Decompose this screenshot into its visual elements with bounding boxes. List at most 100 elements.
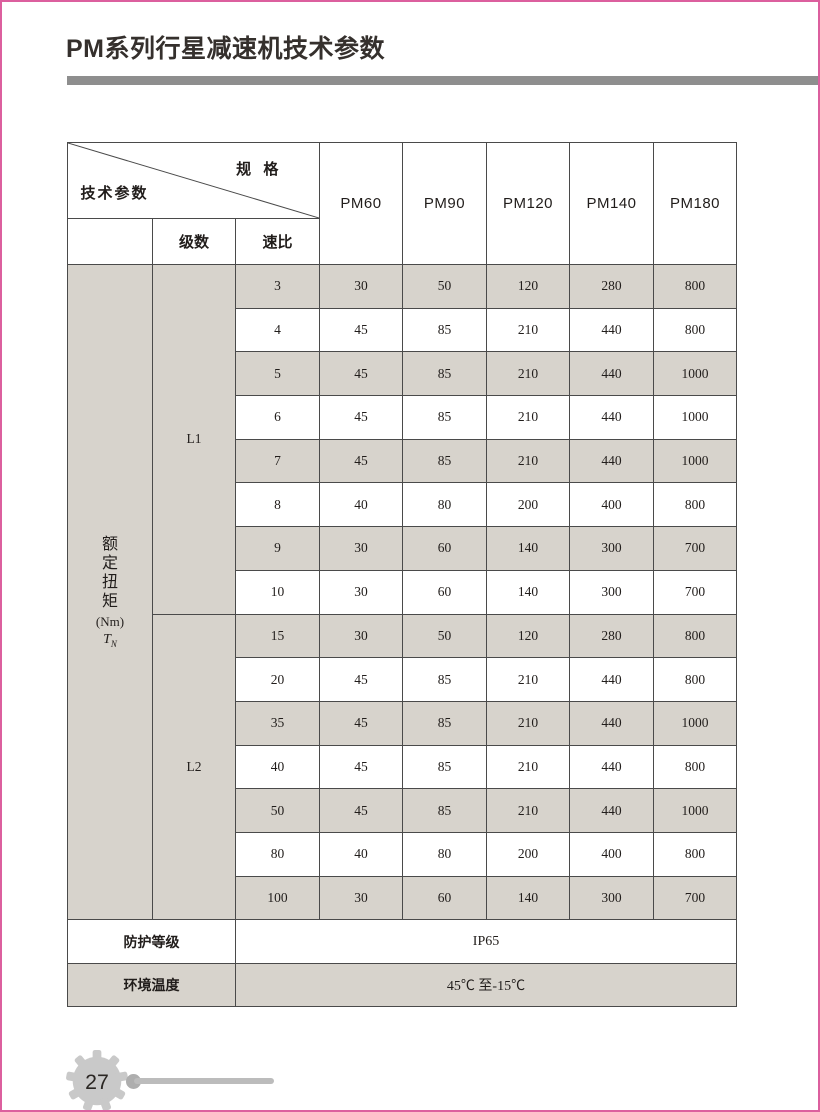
- torque-value-cell: 200: [486, 831, 571, 877]
- table-row: 5 45 85 210 440 1000: [68, 351, 738, 397]
- torque-value-cell: 800: [653, 613, 738, 659]
- table-row: 40 45 85 210 440 800: [68, 744, 738, 790]
- ratio-cell: 100: [234, 875, 321, 921]
- footer-line-dot: [126, 1074, 141, 1089]
- torque-value-cell: 60: [402, 526, 488, 571]
- torque-value-cell: 85: [402, 744, 488, 790]
- torque-value-cell: 1000: [653, 700, 738, 746]
- torque-value-cell: 1000: [653, 788, 738, 833]
- torque-value-cell: 440: [569, 351, 655, 397]
- torque-value-cell: 30: [319, 526, 404, 571]
- corner-label-spec: 规 格: [236, 161, 283, 178]
- table-row: 4 45 85 210 440 800: [68, 307, 738, 353]
- torque-value-cell: 50: [402, 264, 488, 309]
- empty-header-cell: [67, 218, 153, 265]
- page-number: 27: [85, 1070, 109, 1094]
- torque-value-cell: 85: [402, 657, 488, 702]
- torque-value-cell: 85: [402, 700, 488, 746]
- torque-value-cell: 80: [402, 831, 488, 877]
- table-row: 20 45 85 210 440 800: [68, 657, 738, 702]
- spec-table-body: 规 格 技术参数 PM60 PM90 PM120 PM140 PM180 级数 …: [66, 142, 738, 1008]
- torque-value-cell: 700: [653, 875, 738, 921]
- torque-value-cell: 800: [653, 307, 738, 353]
- ratio-cell: 50: [234, 788, 321, 833]
- torque-value-cell: 40: [319, 482, 404, 528]
- footer-decor-line: [134, 1078, 274, 1084]
- torque-value-cell: 200: [486, 482, 571, 528]
- torque-value-cell: 210: [486, 700, 571, 746]
- torque-value-cell: 85: [402, 788, 488, 833]
- torque-value-cell: 440: [569, 788, 655, 833]
- torque-value-cell: 210: [486, 788, 571, 833]
- header-row-2: 级数 速比: [67, 218, 737, 265]
- footer-row: 环境温度 45℃ 至-15℃: [67, 962, 738, 1008]
- torque-value-cell: 300: [569, 569, 655, 615]
- torque-value-cell: 800: [653, 482, 738, 528]
- torque-value-cell: 440: [569, 438, 655, 484]
- torque-value-cell: 30: [319, 613, 404, 659]
- torque-value-cell: 800: [653, 831, 738, 877]
- footer-row: 防护等级 IP65: [67, 919, 738, 964]
- torque-value-cell: 120: [486, 264, 571, 309]
- col-header-pm120: PM120: [486, 142, 571, 265]
- torque-value-cell: 440: [569, 395, 655, 440]
- ratio-cell: 7: [234, 438, 321, 484]
- ratio-cell: 80: [234, 831, 321, 877]
- torque-value-cell: 800: [653, 744, 738, 790]
- spec-table: 规 格 技术参数 PM60 PM90 PM120 PM140 PM180 级数 …: [66, 142, 738, 1008]
- torque-value-cell: 210: [486, 307, 571, 353]
- torque-value-cell: 210: [486, 744, 571, 790]
- torque-value-cell: 400: [569, 831, 655, 877]
- footer-label-cell: 防护等级: [67, 919, 236, 964]
- table-row: 10 30 60 140 300 700: [68, 569, 738, 615]
- col-header-pm180: PM180: [653, 142, 738, 265]
- torque-value-cell: 85: [402, 351, 488, 397]
- col-header-pm140: PM140: [569, 142, 655, 265]
- torque-value-cell: 85: [402, 307, 488, 353]
- ratio-cell: 20: [234, 657, 321, 702]
- torque-value-cell: 210: [486, 438, 571, 484]
- torque-value-cell: 400: [569, 482, 655, 528]
- torque-value-cell: 800: [653, 264, 738, 309]
- table-row: 35 45 85 210 440 1000: [68, 700, 738, 746]
- ratio-cell: 3: [234, 264, 321, 309]
- stage-cell: L2: [152, 613, 236, 921]
- ratio-cell: 15: [234, 613, 321, 659]
- footer-label-cell: 环境温度: [67, 962, 236, 1008]
- ratio-cell: 4: [234, 307, 321, 353]
- table-row: 额定扭矩 (Nm) TN L1 3 30 50 120 280 800: [67, 263, 738, 921]
- table-row: 100 30 60 140 300 700: [68, 875, 738, 921]
- torque-value-cell: 30: [319, 569, 404, 615]
- header-row-1: 规 格 技术参数 PM60 PM90 PM120 PM140 PM180: [66, 142, 738, 265]
- torque-label-cell: 额定扭矩 (Nm) TN: [67, 263, 153, 921]
- torque-value-cell: 85: [402, 438, 488, 484]
- gear-shape: [66, 1049, 128, 1110]
- footer-value-cell: 45℃ 至-15℃: [234, 962, 738, 1008]
- stage-cell: L1: [152, 264, 236, 615]
- torque-value-cell: 1000: [653, 351, 738, 397]
- corner-label-tech-params: 技术参数: [80, 185, 149, 202]
- col-header-pm60: PM60: [319, 142, 404, 265]
- torque-value-cell: 210: [486, 351, 571, 397]
- torque-value-cell: 30: [319, 264, 404, 309]
- ratio-cell: 9: [234, 526, 321, 571]
- torque-vertical-label: 额定扭矩: [101, 536, 118, 611]
- torque-value-cell: 440: [569, 657, 655, 702]
- ratio-cell: 6: [234, 395, 321, 440]
- torque-value-cell: 300: [569, 875, 655, 921]
- footer-value-cell: IP65: [234, 919, 738, 964]
- torque-value-cell: 140: [486, 875, 571, 921]
- torque-value-cell: 45: [319, 657, 404, 702]
- torque-value-cell: 280: [569, 613, 655, 659]
- torque-value-cell: 800: [653, 657, 738, 702]
- torque-value-cell: 45: [319, 700, 404, 746]
- torque-value-cell: 440: [569, 700, 655, 746]
- torque-value-cell: 210: [486, 395, 571, 440]
- torque-value-cell: 440: [569, 744, 655, 790]
- torque-value-cell: 210: [486, 657, 571, 702]
- torque-value-cell: 45: [319, 438, 404, 484]
- table-row: L2 15 30 50 120 280 800: [68, 613, 738, 921]
- ratio-cell: 5: [234, 351, 321, 397]
- torque-value-cell: 700: [653, 526, 738, 571]
- torque-symbol: TN: [103, 632, 117, 650]
